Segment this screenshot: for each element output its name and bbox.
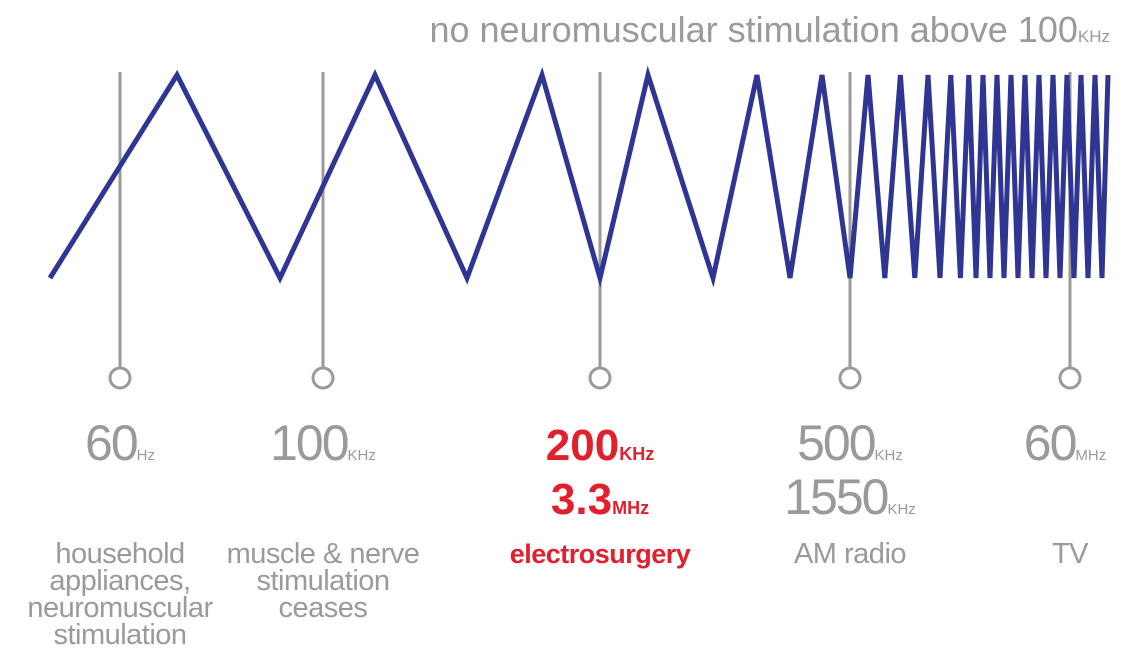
frequency-number: 500 bbox=[797, 415, 875, 471]
frequency: 1550KHz bbox=[784, 469, 916, 525]
header-unit: KHz bbox=[1078, 27, 1110, 46]
description: ceases bbox=[279, 592, 368, 624]
frequency-number: 200 bbox=[546, 421, 619, 470]
description: stimulation bbox=[53, 619, 186, 650]
description: muscle & nerve bbox=[227, 538, 420, 570]
marker-dot bbox=[108, 366, 132, 390]
marker-dot bbox=[1058, 366, 1082, 390]
marker-dot bbox=[311, 366, 335, 390]
frequency: 60MHz bbox=[1024, 415, 1106, 471]
wave bbox=[47, 65, 1111, 288]
description: electrosurgery bbox=[510, 539, 691, 569]
frequency-unit: KHz bbox=[348, 447, 376, 464]
header-text: no neuromuscular stimulation above 100 bbox=[429, 9, 1077, 50]
description: stimulation bbox=[256, 565, 389, 597]
frequency-unit: KHz bbox=[887, 501, 915, 518]
frequency-number: 100 bbox=[270, 415, 348, 471]
description: TV bbox=[1052, 538, 1089, 570]
marker-labels: 60Hzhouseholdappliances,neuromuscularsti… bbox=[27, 415, 1106, 650]
frequency: 500KHz bbox=[797, 415, 903, 471]
frequency-unit: KHz bbox=[619, 444, 654, 464]
marker-dot bbox=[838, 366, 862, 390]
frequency: 200KHz bbox=[546, 421, 654, 470]
frequency-number: 1550 bbox=[784, 469, 887, 525]
frequency: 60Hz bbox=[85, 415, 155, 471]
frequency-unit: MHz bbox=[1075, 447, 1106, 464]
frequency-unit: Hz bbox=[137, 447, 155, 464]
description: neuromuscular bbox=[27, 592, 213, 624]
frequency-unit: KHz bbox=[875, 447, 903, 464]
header: no neuromuscular stimulation above 100KH… bbox=[429, 9, 1110, 50]
frequency: 100KHz bbox=[270, 415, 376, 471]
description: AM radio bbox=[794, 538, 906, 570]
frequency-number: 60 bbox=[85, 415, 137, 471]
description: household bbox=[55, 538, 184, 570]
frequency-unit: MHz bbox=[612, 498, 649, 518]
marker-dot bbox=[588, 366, 612, 390]
frequency-number: 60 bbox=[1024, 415, 1076, 471]
frequency: 3.3MHz bbox=[551, 475, 649, 524]
frequency-number: 3.3 bbox=[551, 475, 612, 524]
description: appliances, bbox=[49, 565, 190, 597]
